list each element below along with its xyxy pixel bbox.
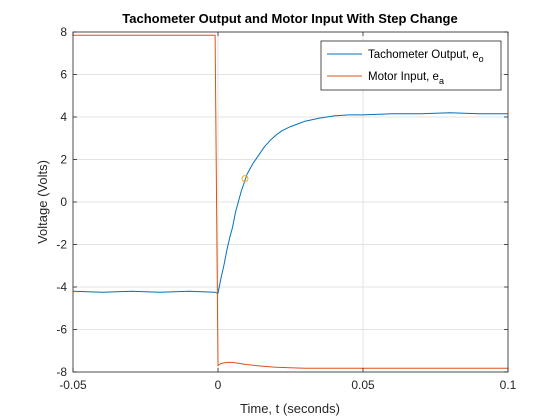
y-axis-label: Voltage (Volts) xyxy=(35,160,50,244)
axis-ticks: -0.05 0 0.05 0.1 -8 -6 -4 -2 0 2 4 6 8 xyxy=(56,25,516,392)
x-tick-label-0: -0.05 xyxy=(59,378,87,392)
x-tick-label-2: 0.05 xyxy=(351,378,375,392)
y-tick-label-6: 4 xyxy=(60,110,67,124)
y-tick-label-4: 0 xyxy=(60,195,67,209)
legend-label-motor-subscript: a xyxy=(439,76,444,86)
legend-label-tachometer-main: Tachometer Output, e xyxy=(368,49,479,61)
legend-box xyxy=(320,40,502,91)
y-tick-label-2: -4 xyxy=(56,280,67,294)
legend-label-tachometer-subscript: o xyxy=(479,54,484,64)
legend-label-tachometer: Tachometer Output, eo xyxy=(368,49,484,64)
y-tick-label-5: 2 xyxy=(60,153,67,167)
chart-title: Tachometer Output and Motor Input With S… xyxy=(122,11,457,26)
motor-input-line xyxy=(73,34,508,369)
legend-label-motor: Motor Input, ea xyxy=(368,71,444,86)
y-tick-label-8: 8 xyxy=(60,25,67,39)
legend-label-motor-main: Motor Input, e xyxy=(368,71,439,83)
data-point-marker xyxy=(241,175,249,183)
plot-series xyxy=(72,34,508,369)
x-axis-label: Time, t (seconds) xyxy=(240,401,340,416)
legend: Tachometer Output, eo Motor Input, ea xyxy=(320,40,502,91)
y-tick-label-1: -6 xyxy=(56,323,67,337)
x-tick-label-3: 0.1 xyxy=(500,378,517,392)
x-tick-label-1: 0 xyxy=(215,378,222,392)
y-tick-label-0: -8 xyxy=(56,365,67,379)
y-tick-label-3: -2 xyxy=(56,238,67,252)
y-tick-label-7: 6 xyxy=(60,68,67,82)
